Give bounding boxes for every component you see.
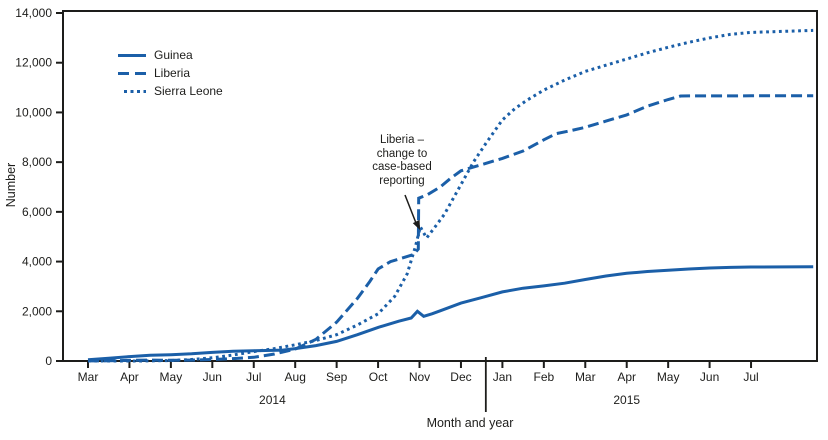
x-tick-label: Jun bbox=[700, 370, 719, 384]
x-tick-label: Jun bbox=[203, 370, 222, 384]
y-tick-label: 4,000 bbox=[22, 255, 52, 269]
series-lines bbox=[87, 28, 814, 363]
legend-item-sierra-leone: Sierra Leone bbox=[118, 82, 223, 100]
y-tick-label: 10,000 bbox=[15, 105, 52, 119]
x-tick-label: Oct bbox=[369, 370, 388, 384]
x-axis-title: Month and year bbox=[426, 416, 514, 430]
legend-item-guinea: Guinea bbox=[118, 46, 223, 64]
y-axis-ticks: 0 2,000 4,000 6,000 8,000 10,000 12,000 14,000 bbox=[15, 6, 63, 368]
y-tick-label: 14,000 bbox=[15, 6, 52, 20]
series-line-guinea bbox=[87, 265, 814, 362]
legend-item-liberia: Liberia bbox=[118, 64, 223, 82]
year-label: 2015 bbox=[613, 393, 640, 407]
year-label: 2014 bbox=[259, 393, 286, 407]
x-tick-label: Dec bbox=[450, 370, 471, 384]
x-tick-label: May bbox=[657, 370, 680, 384]
y-axis-title: Number bbox=[4, 162, 18, 208]
y-tick-label: 2,000 bbox=[22, 304, 52, 318]
x-tick-label: Mar bbox=[78, 370, 99, 384]
annotation-arrow bbox=[404, 194, 420, 230]
series-line-sierra-leone bbox=[88, 28, 814, 363]
x-tick-label: Jul bbox=[246, 370, 261, 384]
x-tick-label: Nov bbox=[409, 370, 430, 384]
annotation-line: change to bbox=[376, 147, 428, 160]
annotation-line: case-based bbox=[372, 161, 432, 173]
x-tick-label: Aug bbox=[285, 370, 306, 384]
x-tick-label: Mar bbox=[575, 370, 596, 384]
y-tick-label: 12,000 bbox=[15, 56, 52, 70]
legend-label: Liberia bbox=[154, 66, 191, 80]
plot-frame bbox=[62, 10, 818, 362]
x-tick-label: Jan bbox=[493, 370, 512, 384]
x-tick-label: Feb bbox=[533, 370, 554, 384]
y-tick-label: 6,000 bbox=[22, 205, 52, 219]
legend-swatch-dotted-line bbox=[124, 89, 146, 93]
x-axis-ticks: Mar Apr May Jun Jul Aug Sep Oct Nov Dec Jan Feb Mar A… bbox=[78, 361, 759, 407]
annotation-line: Liberia – bbox=[379, 134, 425, 146]
x-tick-label: Jul bbox=[743, 370, 758, 384]
x-tick-label: Apr bbox=[120, 370, 139, 384]
x-tick-label: May bbox=[160, 370, 183, 384]
legend-label: Guinea bbox=[154, 48, 193, 62]
annotation-liberia-reporting: Liberia – change to case-based reporting bbox=[340, 134, 464, 188]
legend-swatch-solid-line bbox=[118, 53, 146, 57]
legend-label: Sierra Leone bbox=[154, 84, 223, 98]
annotation-line: reporting bbox=[379, 174, 425, 187]
y-tick-label: 0 bbox=[45, 354, 52, 368]
y-tick-label: 8,000 bbox=[22, 155, 52, 169]
legend-swatch-dashed-line bbox=[118, 71, 146, 75]
x-tick-label: Sep bbox=[326, 370, 348, 384]
series-line-liberia bbox=[87, 94, 814, 363]
legend: Guinea Liberia Sierra Leone bbox=[118, 46, 223, 100]
x-tick-label: Apr bbox=[617, 370, 636, 384]
